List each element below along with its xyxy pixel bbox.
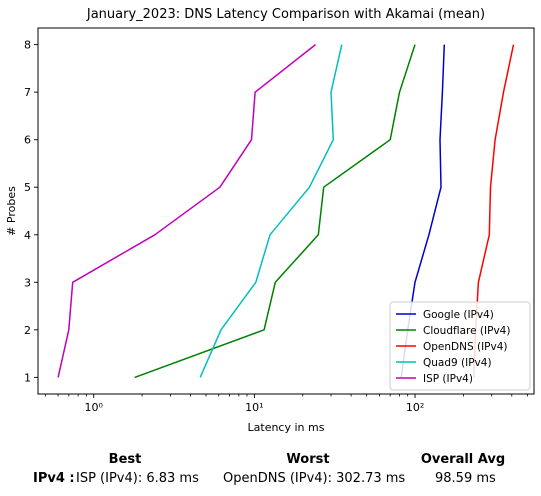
legend-label-quad9-ipv4: Quad9 (IPv4)	[423, 357, 492, 369]
worst-header: Worst	[286, 452, 330, 467]
y-tick-label: 2	[24, 324, 31, 337]
plot-area	[37, 27, 535, 395]
y-tick-label: 3	[24, 276, 31, 289]
series-line-cloudflare-ipv4	[134, 44, 416, 379]
y-tick-label: 1	[24, 371, 31, 384]
legend-label-cloudflare-ipv4: Cloudflare (IPv4)	[423, 325, 510, 337]
legend-label-google-ipv4: Google (IPv4)	[423, 309, 494, 321]
y-tick-label: 7	[24, 86, 31, 99]
overall-avg-header: Overall Avg	[420, 452, 506, 467]
legend-label-isp-ipv4: ISP (IPv4)	[423, 373, 473, 385]
chart-title: January_2023: DNS Latency Comparison wit…	[86, 7, 485, 22]
legend: Google (IPv4) Cloudflare (IPv4) OpenDNS (I…	[389, 301, 531, 391]
x-tick-label: 10¹	[245, 401, 263, 414]
x-tick-label: 10⁰	[85, 401, 104, 414]
ipv4-row-label: IPv4 :	[33, 471, 75, 486]
y-tick-label: 4	[24, 229, 31, 242]
x-tick-label: 10²	[406, 401, 424, 414]
axis-ticks: 10⁰ 10¹ 10² 1 2 3 4 5 6 7 8	[24, 39, 528, 414]
series-line-quad9-ipv4	[199, 44, 343, 378]
legend-box	[389, 301, 531, 391]
y-tick-label: 6	[24, 134, 31, 147]
worst-value: OpenDNS (IPv4): 302.73 ms	[223, 471, 406, 486]
legend-label-opendns-ipv4: OpenDNS (IPv4)	[423, 341, 508, 353]
y-axis-label: # Probes	[5, 186, 18, 236]
y-tick-label: 5	[24, 181, 31, 194]
best-value: ISP (IPv4): 6.83 ms	[76, 471, 199, 486]
overall-avg-value: 98.59 ms	[435, 471, 496, 486]
x-axis-label: Latency in ms	[248, 421, 325, 434]
latency-chart: January_2023: DNS Latency Comparison wit…	[5, 7, 535, 434]
series-line-isp-ipv4	[57, 44, 316, 378]
best-header: Best	[108, 452, 142, 467]
y-tick-label: 8	[24, 39, 31, 52]
